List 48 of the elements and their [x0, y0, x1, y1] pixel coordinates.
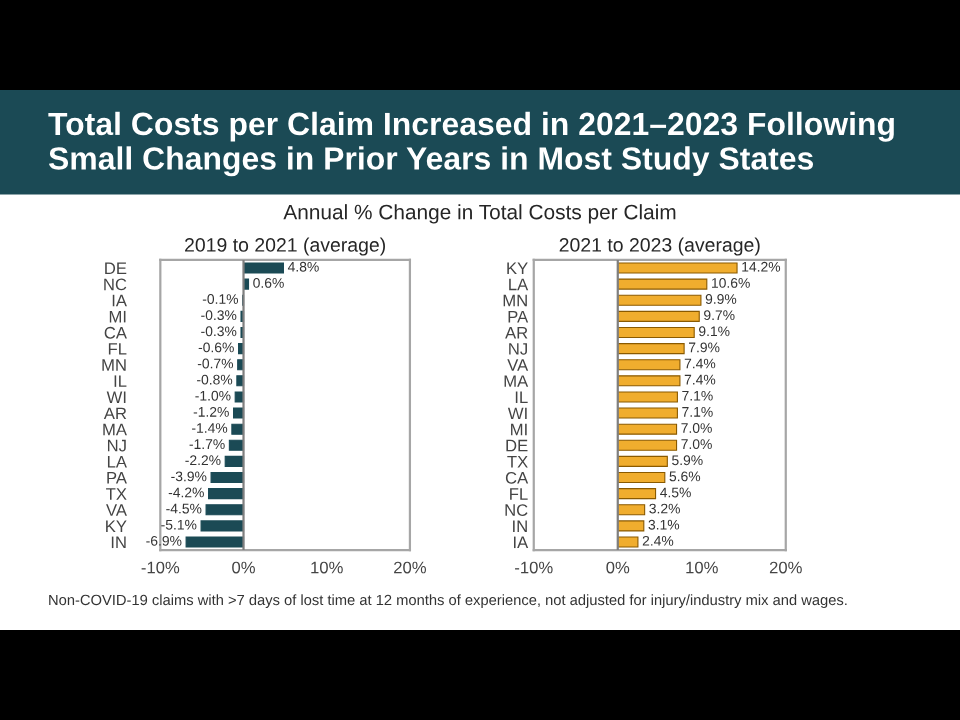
y-tick-label: DE — [105, 262, 127, 275]
x-tick-label: 0% — [232, 561, 255, 574]
text: Annual % Change in Total Costs per Claim — [283, 204, 676, 224]
y-tick-label: IN — [111, 536, 126, 549]
y-tick-label: TX — [106, 488, 127, 500]
y-tick-label: AR — [505, 327, 528, 339]
x-tick-label: -10% — [141, 561, 180, 574]
text: Total Costs per Claim Increased in 2021–2023 Following Small Changes in Prior Years in Most Study States — [48, 111, 894, 177]
y-tick-label: PA — [508, 310, 529, 323]
y-tick-label: NC — [104, 278, 127, 291]
y-tick-label: LA — [509, 278, 529, 291]
y-tick-label: KY — [507, 262, 528, 275]
y-tick-label: CA — [505, 471, 529, 484]
y-tick-label: AR — [103, 407, 127, 420]
y-tick-label: WI — [106, 391, 126, 403]
x-tick-label: 20% — [769, 561, 802, 574]
y-tick-label: MI — [109, 310, 126, 323]
y-tick-label: IL — [515, 391, 528, 403]
x-tick-label: 10% — [686, 561, 718, 574]
y-tick-label: WI — [507, 407, 527, 420]
y-tick-label: IL — [114, 375, 127, 387]
y-tick-label: MI — [511, 423, 527, 436]
y-tick-label: DE — [506, 439, 528, 452]
y-tick-label: FL — [108, 343, 127, 355]
y-tick-label: NC — [505, 504, 528, 516]
x-tick-label: -10% — [515, 561, 553, 574]
y-tick-label: IA — [514, 536, 529, 549]
x-tick-label: 10% — [311, 561, 343, 574]
y-tick-label: NJ — [107, 439, 126, 452]
y-tick-label: TX — [507, 455, 528, 468]
x-tick-label: 0% — [606, 561, 630, 574]
y-tick-label: IA — [112, 294, 127, 307]
chart-title: 2019 to 2021 (average) — [185, 237, 385, 256]
y-tick-label: LA — [107, 455, 127, 468]
y-tick-label: IN — [513, 520, 527, 532]
y-tick-label: VA — [507, 359, 529, 371]
y-tick-label: MA — [504, 375, 529, 387]
y-tick-label: NJ — [509, 343, 527, 355]
x-tick-label: 20% — [394, 561, 427, 574]
y-tick-label: MN — [102, 359, 126, 371]
y-tick-label: FL — [510, 488, 528, 500]
chart-title: 2021 to 2023 (average) — [559, 237, 760, 256]
y-tick-label: PA — [107, 472, 127, 484]
y-tick-label: CA — [104, 326, 127, 339]
y-tick-label: VA — [106, 504, 127, 516]
y-tick-label: KY — [106, 520, 127, 532]
y-tick-label: MN — [503, 294, 527, 307]
y-tick-label: MA — [103, 423, 127, 436]
